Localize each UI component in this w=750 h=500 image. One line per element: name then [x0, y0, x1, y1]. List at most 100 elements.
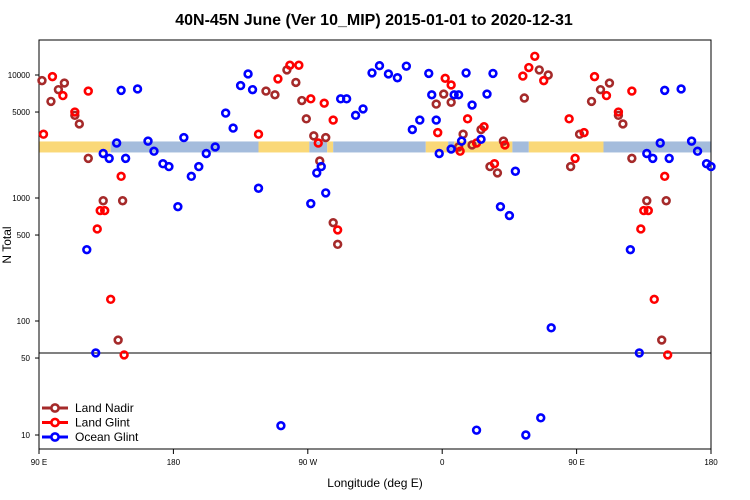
chart-title: 40N-45N June (Ver 10_MIP) 2015-01-01 to …	[175, 12, 573, 29]
land-glint-point	[579, 127, 589, 138]
land-glint-point	[92, 224, 102, 234]
land-nadir-point	[618, 119, 628, 129]
ocean-glint-point	[676, 84, 686, 94]
legend-label-ocean-glint: Ocean Glint	[75, 430, 139, 444]
land-glint-point	[105, 294, 116, 305]
ocean-glint-point	[149, 146, 159, 156]
ocean-glint-point	[120, 153, 131, 164]
ocean-glint-point	[456, 136, 467, 146]
data-points	[37, 51, 716, 440]
land-nadir-point	[661, 196, 671, 206]
land-glint-point	[589, 71, 600, 82]
land-nadir-point	[604, 78, 615, 88]
land-nadir-point	[613, 110, 624, 121]
land-nadir-point	[83, 153, 93, 164]
strip-segment-ocean	[448, 141, 455, 153]
land-nadir-point	[117, 196, 128, 206]
land-glint-point	[530, 51, 540, 61]
land-glint-point	[319, 98, 329, 108]
land-glint-point	[285, 60, 295, 70]
ocean-glint-point	[235, 80, 246, 91]
ocean-glint-point	[446, 144, 456, 154]
strip-segment-ocean	[603, 141, 711, 153]
land-glint-point	[83, 86, 93, 96]
ocean-glint-point	[431, 115, 441, 125]
ocean-glint-point	[276, 421, 286, 431]
y-tick-label: 5000	[12, 108, 30, 117]
land-glint-point	[455, 146, 465, 156]
ocean-glint-point	[210, 142, 220, 152]
land-glint-point	[433, 127, 443, 138]
ocean-glint-point	[316, 161, 326, 172]
ocean-glint-point	[434, 148, 444, 159]
land-glint-point	[95, 205, 105, 216]
land-glint-point	[662, 350, 673, 360]
ocean-glint-point	[247, 84, 258, 95]
ocean-glint-point	[471, 425, 482, 435]
ocean-glint-point	[392, 73, 403, 83]
strip-segment-land	[327, 141, 334, 153]
surface-type-strip	[39, 141, 711, 153]
ocean-glint-point	[186, 171, 197, 182]
y-axis-ticks: 10000 5000 1000 500 100 50 10	[8, 71, 39, 440]
ocean-glint-point	[467, 100, 477, 110]
land-glint-point	[100, 205, 110, 216]
x-tick-label: 180	[167, 458, 181, 467]
land-glint-point	[462, 114, 473, 124]
land-glint-point	[119, 350, 129, 360]
land-glint-point	[332, 225, 343, 235]
land-nadir-point	[657, 335, 667, 345]
land-glint-point	[570, 153, 580, 164]
ocean-glint-point	[164, 161, 174, 172]
x-tick-label: 90 E	[568, 458, 584, 467]
ocean-glint-point	[648, 153, 658, 164]
land-nadir-point	[492, 168, 503, 178]
ocean-glint-point	[306, 198, 316, 209]
land-nadir-point	[595, 84, 606, 95]
land-nadir-point	[59, 78, 70, 88]
strip-segment-ocean	[110, 141, 259, 153]
ocean-glint-point	[706, 161, 716, 172]
y-tick-label: 100	[17, 317, 31, 326]
y-tick-label: 500	[17, 231, 31, 240]
land-nadir-point	[332, 239, 343, 250]
x-tick-label: 90 E	[31, 458, 47, 467]
ocean-glint-point	[350, 110, 361, 121]
y-tick-label: 10000	[8, 71, 31, 80]
y-tick-label: 1000	[12, 194, 30, 203]
land-nadir-point	[565, 161, 576, 172]
ocean-glint-point	[427, 90, 437, 100]
ocean-glint-point	[243, 69, 253, 79]
strip-segment-land	[39, 141, 111, 153]
land-nadir-point	[586, 96, 597, 107]
ocean-glint-point	[82, 244, 92, 255]
ocean-glint-point	[341, 94, 352, 104]
land-nadir-point	[534, 65, 544, 75]
land-nadir-point	[321, 132, 331, 143]
ocean-glint-point	[461, 68, 471, 78]
ocean-glint-point	[521, 430, 531, 440]
ocean-glint-point	[488, 68, 498, 79]
land-nadir-point	[328, 217, 338, 228]
ocean-glint-point	[642, 148, 652, 159]
ocean-glint-point	[111, 138, 122, 148]
ocean-glint-point	[179, 132, 189, 143]
ocean-glint-point	[660, 85, 670, 96]
strip-segment-land	[425, 141, 449, 153]
land-nadir-point	[37, 75, 47, 86]
ocean-glint-point	[424, 68, 434, 79]
ocean-glint-point	[449, 90, 459, 100]
land-glint-point	[636, 224, 646, 234]
legend-marker-land-glint	[50, 417, 60, 428]
land-nadir-point	[431, 99, 441, 109]
land-glint-point	[649, 294, 659, 305]
ocean-glint-point	[655, 138, 665, 148]
land-glint-point	[440, 73, 450, 84]
ocean-glint-point	[453, 90, 464, 100]
land-nadir-point	[627, 153, 637, 164]
ocean-glint-point	[173, 201, 183, 212]
land-glint-point	[47, 71, 58, 82]
land-glint-point	[613, 107, 624, 117]
land-nadir-point	[46, 96, 56, 107]
